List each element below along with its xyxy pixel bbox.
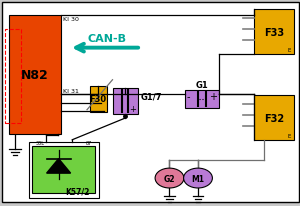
Text: G1: G1 <box>195 81 208 90</box>
Text: 30L: 30L <box>35 140 44 145</box>
Text: F30: F30 <box>90 95 107 104</box>
Text: CAN-B: CAN-B <box>87 34 126 44</box>
FancyBboxPatch shape <box>90 87 106 112</box>
Polygon shape <box>46 159 70 173</box>
Text: F32: F32 <box>264 113 284 123</box>
Text: G2: G2 <box>164 174 175 183</box>
FancyBboxPatch shape <box>254 96 294 140</box>
Text: E: E <box>288 48 291 53</box>
Text: KI 31: KI 31 <box>63 89 79 94</box>
FancyBboxPatch shape <box>28 142 99 198</box>
FancyBboxPatch shape <box>254 10 294 55</box>
Circle shape <box>155 168 184 188</box>
FancyBboxPatch shape <box>112 89 138 114</box>
Text: 87: 87 <box>86 140 92 145</box>
Text: M1: M1 <box>191 174 205 183</box>
Text: -: - <box>187 92 190 102</box>
Text: E: E <box>288 133 291 138</box>
FancyBboxPatch shape <box>9 15 62 134</box>
Text: G1/7: G1/7 <box>141 92 163 101</box>
FancyBboxPatch shape <box>32 146 95 193</box>
Circle shape <box>184 168 212 188</box>
Text: N82: N82 <box>21 68 49 81</box>
Text: +: + <box>129 104 136 113</box>
FancyBboxPatch shape <box>184 91 219 108</box>
Text: KI 30: KI 30 <box>63 16 79 21</box>
Text: +: + <box>208 92 217 102</box>
Text: -: - <box>114 90 117 98</box>
FancyBboxPatch shape <box>2 3 298 202</box>
Text: K57/2: K57/2 <box>66 186 90 195</box>
Text: F33: F33 <box>264 27 284 37</box>
